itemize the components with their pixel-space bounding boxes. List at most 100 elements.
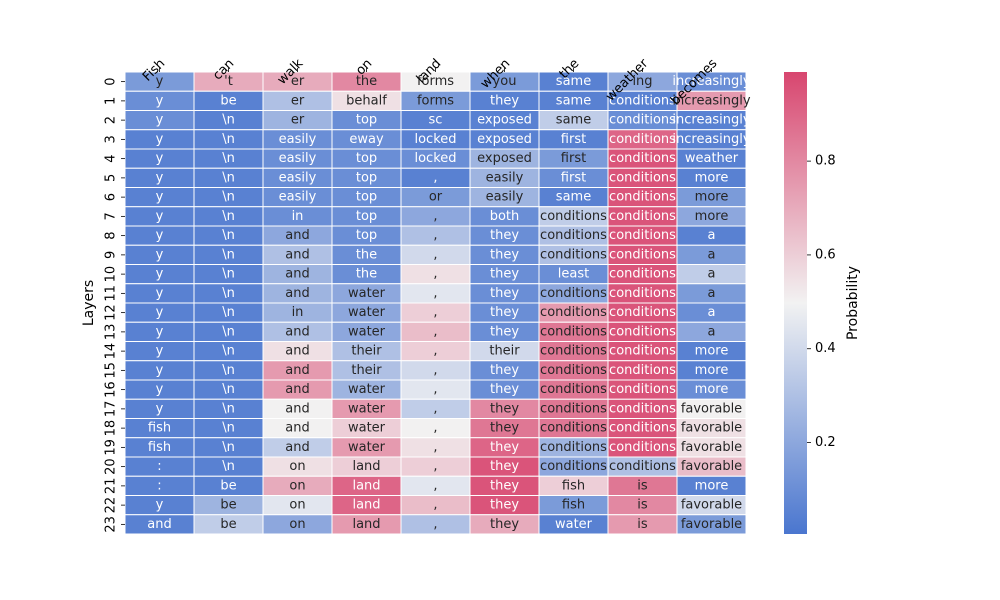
y-tick-label: 13	[104, 324, 119, 341]
cell-token-label: and	[285, 247, 309, 262]
cell-token-label: be	[220, 498, 236, 513]
cell-token-label: they	[490, 401, 519, 416]
cell-token-label: and	[285, 401, 309, 416]
cell-token-label: eway	[349, 132, 384, 147]
cell-token-label: easily	[279, 132, 317, 147]
cell-token-label: and	[285, 228, 309, 243]
cell-token-label: on	[289, 498, 305, 513]
y-tick-label: 21	[104, 478, 119, 495]
heatmap-cell	[676, 514, 747, 535]
cell-token-label: favorable	[681, 401, 742, 416]
cell-token-label: 't	[224, 74, 233, 89]
cell-token-label: ,	[433, 363, 437, 378]
cell-token-label: \n	[222, 440, 235, 455]
cell-token-label: ,	[433, 478, 437, 493]
cell-token-label: ,	[433, 344, 437, 359]
cell-token-label: in	[292, 209, 304, 224]
cell-token-label: favorable	[681, 517, 742, 532]
cell-token-label: they	[490, 421, 519, 436]
cell-token-label: and	[285, 286, 309, 301]
cell-token-label: water	[555, 517, 593, 532]
cell-token-label: their	[489, 344, 520, 359]
cell-token-label: y	[156, 382, 164, 397]
cell-token-label: and	[285, 421, 309, 436]
cell-token-label: they	[490, 305, 519, 320]
cell-token-label: ,	[433, 209, 437, 224]
cell-token-label: \n	[222, 382, 235, 397]
y-tick-label: 4	[104, 154, 119, 162]
cell-token-label: y	[156, 132, 164, 147]
cell-token-label: easily	[279, 170, 317, 185]
cell-token-label: they	[490, 247, 519, 262]
cell-token-label: y	[156, 74, 164, 89]
cell-token-label: \n	[222, 267, 235, 282]
cell-token-label: behalf	[346, 93, 387, 108]
cell-token-label: ,	[433, 440, 437, 455]
cell-token-label: top	[356, 170, 377, 185]
cell-token-label: locked	[414, 151, 456, 166]
cell-token-label: or	[429, 190, 443, 205]
colorbar-tick-label: 0.6	[815, 247, 836, 262]
cell-token-label: exposed	[477, 151, 532, 166]
cell-token-label: they	[490, 517, 519, 532]
y-tick-label: 20	[104, 458, 119, 475]
cell-token-label: conditions	[540, 459, 607, 474]
cell-token-label: sc	[429, 113, 443, 128]
cell-token-label: y	[156, 267, 164, 282]
y-tick-label: 11	[104, 285, 119, 302]
y-tick-label: 7	[104, 212, 119, 220]
cell-token-label: ing	[632, 74, 652, 89]
cell-token-label: they	[490, 382, 519, 397]
cell-token-label: least	[558, 267, 589, 282]
y-axis-label: Layers	[81, 280, 97, 326]
cell-token-label: easily	[279, 151, 317, 166]
cell-token-label: forms	[417, 93, 454, 108]
cell-token-label: conditions	[609, 267, 676, 282]
cell-token-label: you	[493, 74, 517, 89]
cell-token-label: be	[220, 478, 236, 493]
cell-token-label: more	[695, 190, 729, 205]
cell-token-label: top	[356, 151, 377, 166]
cell-token-label: fish	[562, 498, 585, 513]
y-tick-label: 16	[104, 381, 119, 398]
y-tick-label: 15	[104, 362, 119, 379]
y-tick-label: 5	[104, 174, 119, 182]
cell-token-label: ,	[433, 498, 437, 513]
cell-token-label: the	[356, 247, 377, 262]
cell-token-label: more	[695, 170, 729, 185]
cell-token-label: :	[157, 459, 161, 474]
cell-token-label: a	[708, 267, 716, 282]
cell-token-label: same	[556, 93, 591, 108]
cell-token-label: they	[490, 286, 519, 301]
cell-token-label: y	[156, 170, 164, 185]
cell-token-label: conditions	[609, 344, 676, 359]
cell-token-label: be	[220, 93, 236, 108]
cell-token-label: and	[147, 517, 171, 532]
cell-token-label: weather	[685, 151, 739, 166]
cell-token-label: ,	[433, 247, 437, 262]
cell-token-label: their	[351, 344, 382, 359]
cell-token-label: er	[291, 74, 305, 89]
cell-token-label: first	[561, 170, 586, 185]
cell-token-label: conditions	[609, 113, 676, 128]
cell-token-label: water	[348, 421, 386, 436]
cell-token-label: be	[220, 517, 236, 532]
cell-token-label: exposed	[477, 132, 532, 147]
cell-token-label: they	[490, 267, 519, 282]
y-tick-label: 18	[104, 420, 119, 437]
cell-token-label: \n	[222, 170, 235, 185]
cell-token-label: and	[285, 440, 309, 455]
cell-token-label: a	[708, 305, 716, 320]
y-tick-label: 17	[104, 401, 119, 418]
cell-token-label: \n	[222, 344, 235, 359]
cell-token-label: \n	[222, 421, 235, 436]
cell-token-label: increasingly	[672, 93, 751, 108]
cell-token-label: ,	[433, 517, 437, 532]
cell-token-label: ,	[433, 459, 437, 474]
cell-token-label: water	[348, 324, 386, 339]
cell-token-label: more	[695, 209, 729, 224]
cell-token-label: their	[351, 363, 382, 378]
cell-token-label: water	[348, 305, 386, 320]
cell-token-label: a	[708, 286, 716, 301]
